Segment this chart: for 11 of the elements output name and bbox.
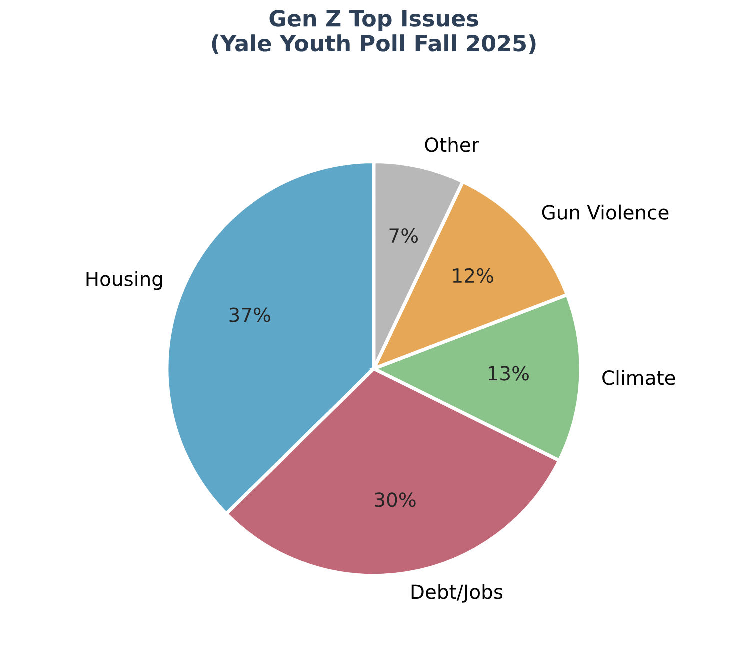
slice-label: Gun Violence	[542, 204, 669, 220]
slice-label: Debt/Jobs	[412, 584, 503, 603]
slice-label: Other	[425, 137, 480, 152]
data-label: 13%	[488, 366, 529, 381]
slice-label: Climate	[602, 370, 676, 386]
data-label: 7%	[390, 228, 418, 244]
data-label: 12%	[453, 268, 494, 284]
chart-title: Gen Z Top Issues (Yale Youth Poll Fall 2025)	[212, 10, 536, 54]
data-label: 30%	[375, 492, 416, 508]
data-label: 37%	[230, 308, 270, 322]
slice-label: Housing	[86, 271, 162, 290]
